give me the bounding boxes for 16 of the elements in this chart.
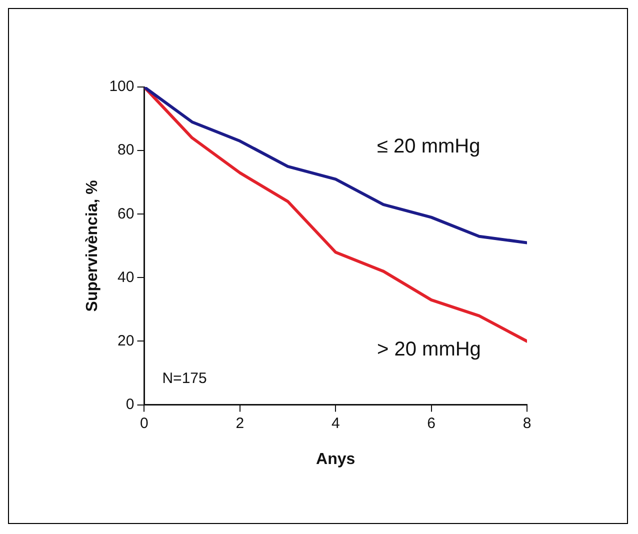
- y-tick-label: 40: [118, 268, 134, 286]
- x-axis-title: Anys: [316, 450, 356, 468]
- series-label: ≤ 20 mmHg: [377, 136, 480, 158]
- series-label: > 20 mmHg: [377, 338, 481, 360]
- y-tick-label: 20: [118, 332, 134, 350]
- x-tick-label: 0: [140, 414, 148, 432]
- x-tick-label: 6: [427, 414, 436, 432]
- y-tick-label: 60: [118, 205, 134, 222]
- x-tick-label: 8: [522, 414, 532, 432]
- x-tick-label: 4: [331, 414, 340, 432]
- y-tick-label: 80: [118, 142, 134, 159]
- y-tick-label: 0: [126, 396, 134, 413]
- y-tick-label: 100: [109, 78, 134, 96]
- x-tick-label: 2: [236, 414, 244, 432]
- annotation: N=175: [162, 370, 207, 387]
- y-axis-title: Supervivència, %: [84, 180, 102, 312]
